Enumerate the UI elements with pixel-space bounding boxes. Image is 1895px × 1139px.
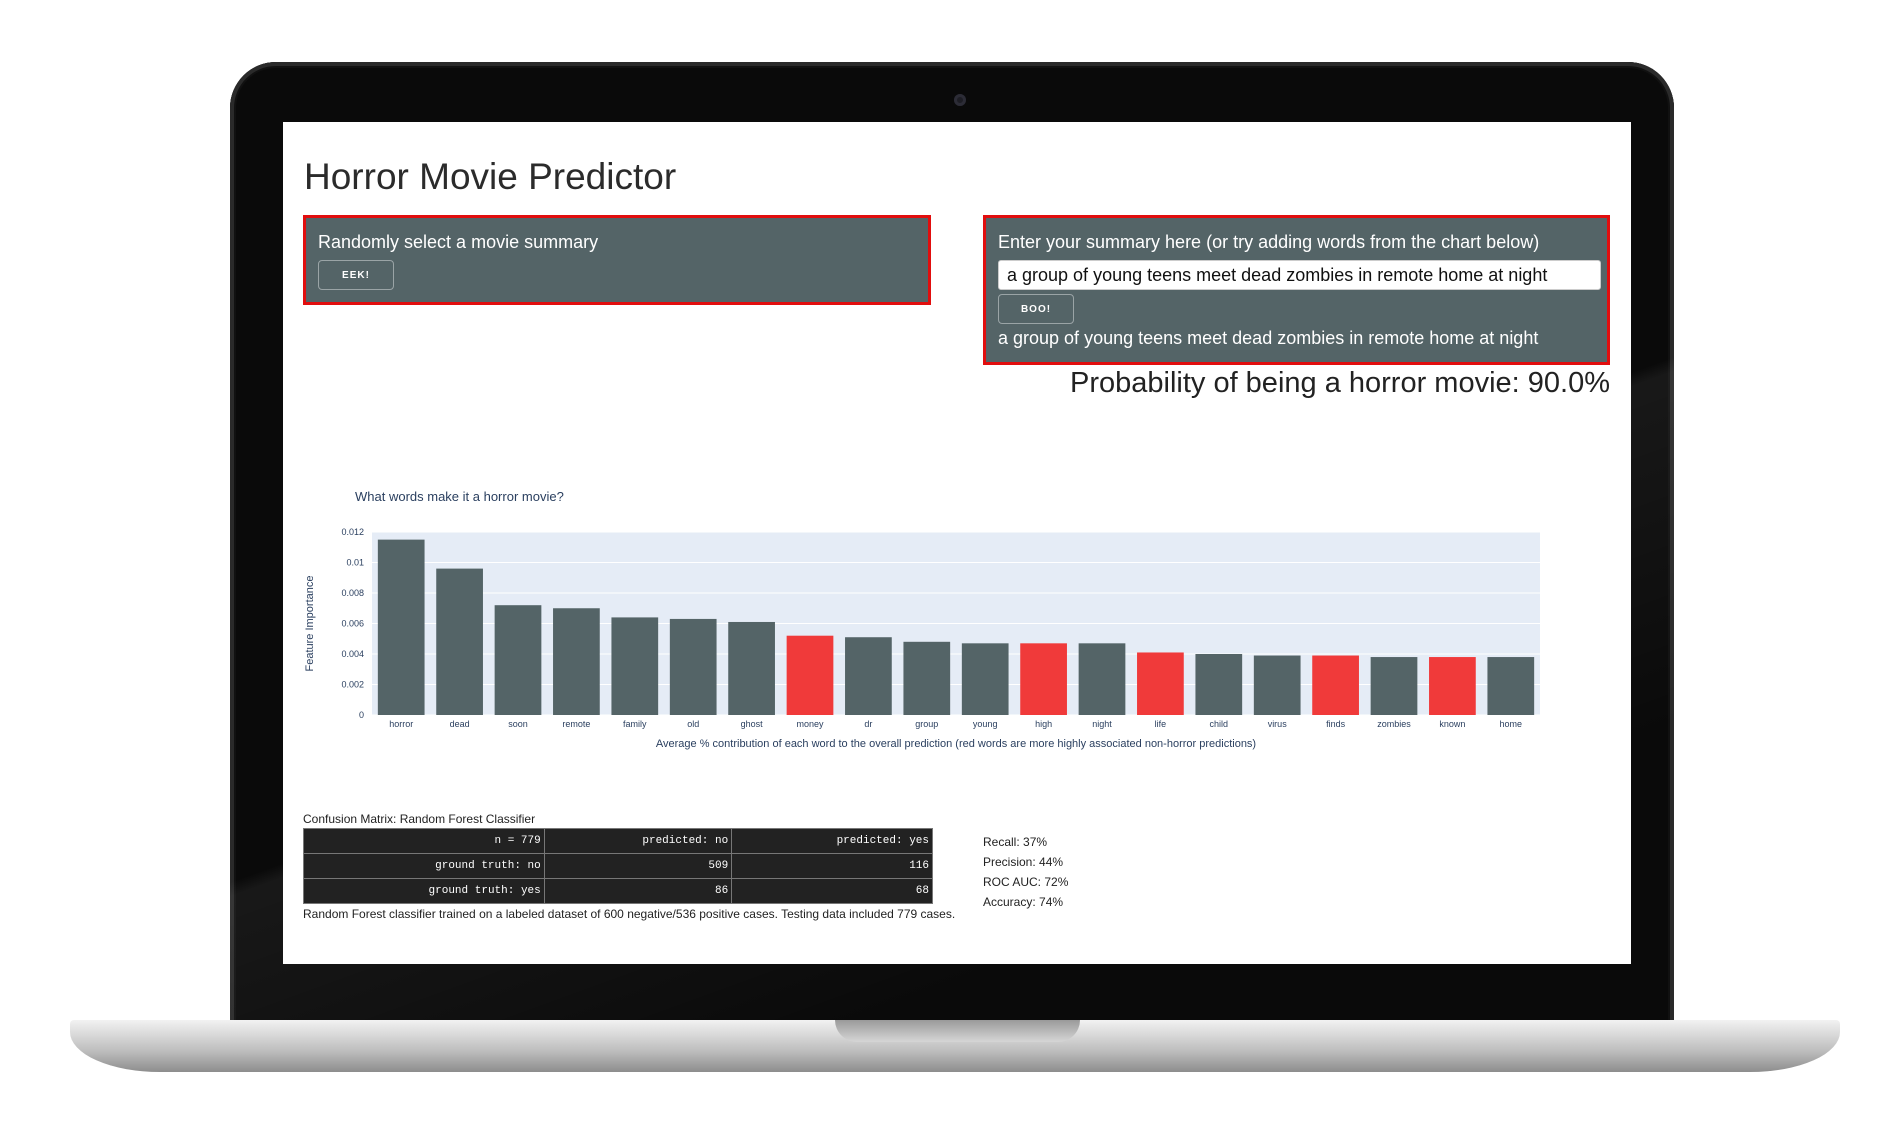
bar-ghost[interactable] (728, 621, 775, 715)
table-cell: 86 (543, 878, 733, 904)
bar-zombies[interactable] (1370, 657, 1418, 715)
x-tick-label: young (973, 719, 998, 729)
x-tick-label: finds (1326, 719, 1346, 729)
x-tick-labels: horror dead soon remote family old ghost money d… (389, 719, 1522, 729)
x-tick-label: family (623, 719, 647, 729)
webcam-icon (954, 94, 966, 106)
bar-series (377, 539, 1535, 715)
bar-old[interactable] (669, 618, 717, 715)
x-tick-label: home (1500, 719, 1523, 729)
y-tick-label: 0.006 (341, 619, 364, 629)
laptop-notch (835, 1020, 1080, 1042)
x-tick-label: virus (1268, 719, 1288, 729)
app-screen: Horror Movie Predictor Randomly select a… (283, 122, 1631, 964)
x-tick-label: child (1210, 719, 1229, 729)
eek-button[interactable]: EEK! (318, 260, 394, 290)
table-cell: 68 (731, 878, 933, 904)
custom-summary-label: Enter your summary here (or try adding w… (998, 232, 1540, 252)
feature-importance-chart: What words make it a horror movie? 0 0.00… (304, 489, 1540, 750)
confusion-matrix-title: Confusion Matrix: Random Forest Classifi… (303, 812, 536, 826)
y-tick-label: 0.01 (346, 558, 364, 568)
bar-dead[interactable] (436, 568, 483, 715)
random-summary-label: Randomly select a movie summary (318, 232, 599, 252)
table-cell: ground truth: no (303, 853, 545, 879)
table-cell: 509 (543, 853, 733, 879)
x-tick-label: horror (389, 719, 413, 729)
bar-remote[interactable] (553, 608, 600, 715)
bar-known[interactable] (1429, 657, 1476, 715)
x-tick-label: ghost (741, 719, 764, 729)
bar-soon[interactable] (494, 605, 542, 715)
bar-virus[interactable] (1253, 655, 1301, 715)
y-tick-label: 0.008 (341, 588, 364, 598)
table-cell: n = 779 (303, 828, 545, 854)
roc-auc-text: ROC AUC: 72% (983, 875, 1069, 889)
y-axis-label: Feature Importance (304, 576, 316, 672)
x-tick-label: dead (450, 719, 470, 729)
footer-note: Random Forest classifier trained on a la… (303, 907, 956, 921)
precision-text: Precision: 44% (983, 855, 1064, 869)
x-axis-label: Average % contribution of each word to t… (656, 738, 1256, 750)
bar-young[interactable] (961, 643, 1009, 715)
table-cell: predicted: yes (731, 828, 933, 854)
y-tick-label: 0.002 (341, 680, 364, 690)
x-tick-label: remote (562, 719, 590, 729)
bar-night[interactable] (1078, 643, 1126, 715)
y-tick-label: 0.012 (341, 527, 364, 537)
bar-horror[interactable] (377, 539, 425, 715)
x-tick-label: dr (864, 719, 872, 729)
table-row: ground truth: no 509 116 (303, 853, 933, 879)
metrics-list: Recall: 37% Precision: 44% ROC AUC: 72% … (983, 832, 1068, 912)
bar-child[interactable] (1195, 654, 1243, 715)
summary-echo-text: a group of young teens meet dead zombies… (998, 328, 1539, 348)
table-cell: 116 (731, 853, 933, 879)
bar-life[interactable] (1137, 652, 1184, 715)
x-tick-label: group (915, 719, 938, 729)
recall-text: Recall: 37% (983, 835, 1048, 849)
table-cell: ground truth: yes (303, 878, 545, 904)
y-tick-label: 0 (359, 710, 364, 720)
boo-button[interactable]: BOO! (998, 294, 1074, 324)
x-tick-label: old (687, 719, 699, 729)
x-tick-label: soon (508, 719, 528, 729)
random-summary-panel: Randomly select a movie summary EEK! (303, 215, 931, 305)
bar-group[interactable] (903, 641, 951, 715)
table-row: n = 779 predicted: no predicted: yes (303, 828, 933, 854)
x-tick-label: high (1035, 719, 1052, 729)
x-tick-label: night (1092, 719, 1112, 729)
bar-dr[interactable] (845, 637, 892, 715)
custom-summary-panel: Enter your summary here (or try adding w… (983, 215, 1610, 365)
table-cell: predicted: no (543, 828, 733, 854)
table-row: ground truth: yes 86 68 (303, 878, 933, 904)
bar-family[interactable] (611, 617, 659, 715)
x-tick-label: zombies (1377, 719, 1411, 729)
y-tick-label: 0.004 (341, 649, 364, 659)
x-tick-label: life (1155, 719, 1167, 729)
probability-text: Probability of being a horror movie: 90.… (1069, 367, 1610, 399)
bar-money[interactable] (786, 635, 834, 715)
bar-high[interactable] (1020, 643, 1067, 715)
confusion-matrix-table: n = 779 predicted: no predicted: yes gro… (303, 828, 933, 904)
y-tick-labels: 0 0.002 0.004 0.006 0.008 0.01 0.012 (341, 527, 364, 720)
bar-finds[interactable] (1312, 655, 1359, 715)
x-tick-label: known (1439, 719, 1465, 729)
accuracy-text: Accuracy: 74% (983, 895, 1064, 909)
page-title: Horror Movie Predictor (304, 156, 677, 197)
x-tick-label: money (796, 719, 824, 729)
bar-home[interactable] (1487, 657, 1535, 715)
chart-title: What words make it a horror movie? (355, 489, 564, 504)
summary-input[interactable] (998, 260, 1601, 290)
